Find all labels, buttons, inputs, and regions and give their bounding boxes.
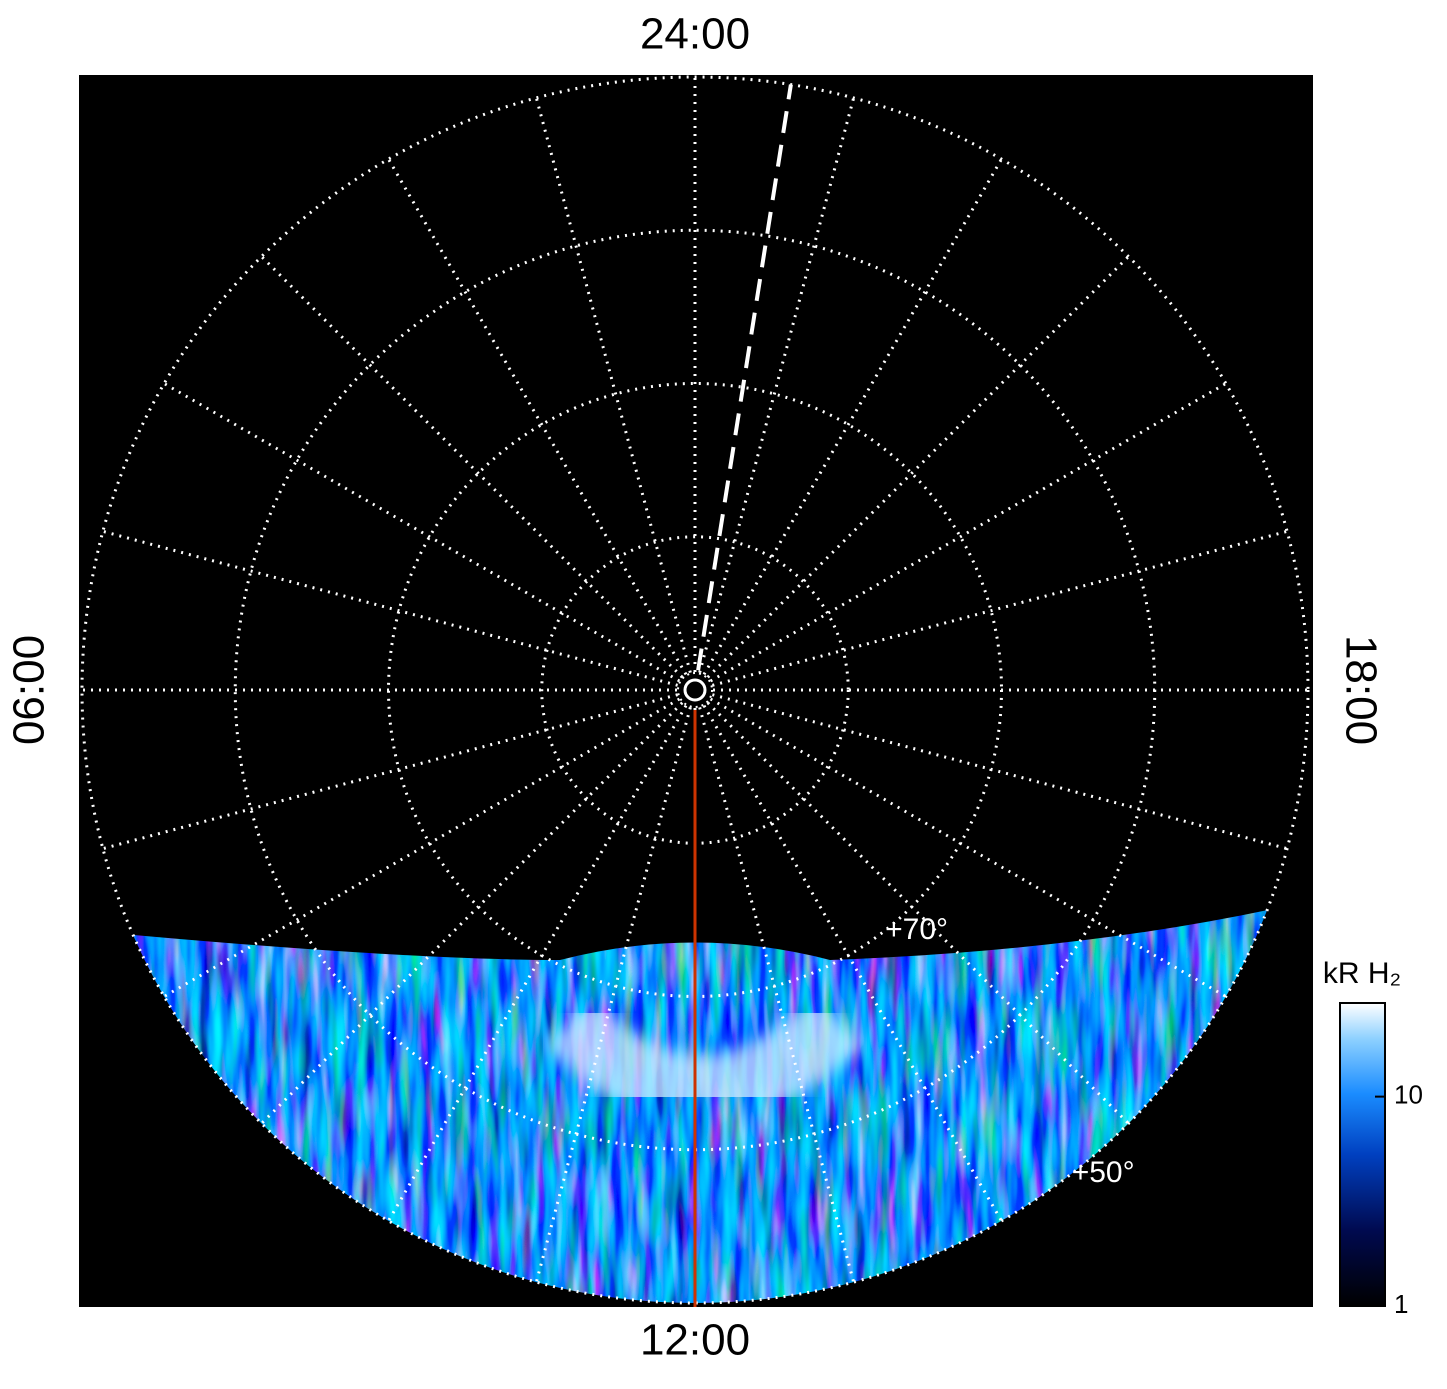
meridian-grid	[387, 158, 688, 676]
local-time-label: 18:00	[1336, 635, 1385, 745]
local-time-label: 12:00	[640, 1316, 750, 1365]
meridian-grid	[387, 704, 688, 1222]
meridian-grid	[706, 255, 1130, 679]
meridian-grid	[711, 529, 1288, 687]
local-time-label: 24:00	[640, 10, 750, 59]
meridian-grid	[698, 97, 856, 674]
meridian-grid	[706, 701, 1130, 1125]
meridian-grid	[698, 706, 856, 1283]
meridian-grid	[163, 697, 681, 998]
latitude-circle	[80, 75, 1310, 1305]
colorbar-tick-label: 1	[1394, 1289, 1408, 1319]
meridian-grid	[711, 693, 1288, 851]
meridian-grid	[534, 97, 692, 674]
pole-ring	[677, 672, 713, 708]
local-time-label: 06:00	[5, 635, 54, 745]
meridian-grid	[102, 529, 679, 687]
meridian-grid	[702, 158, 1003, 676]
colorbar-label: kR H₂	[1323, 957, 1401, 990]
meridian-grid	[260, 255, 684, 679]
latitude-label: +70°	[885, 913, 948, 946]
colorbar-tick-label: 10	[1394, 1079, 1423, 1109]
meridian-line	[696, 84, 793, 671]
meridian-grid	[709, 382, 1227, 683]
meridian-grid	[702, 704, 1003, 1222]
latitude-label: +50°	[1072, 1156, 1135, 1189]
colorbar	[1339, 1002, 1386, 1307]
pole-marker	[683, 678, 707, 702]
meridian-grid	[163, 382, 681, 683]
meridian-grid	[709, 697, 1227, 998]
meridian-grid	[260, 701, 684, 1125]
meridian-grid	[534, 706, 692, 1283]
meridian-grid	[102, 693, 679, 851]
